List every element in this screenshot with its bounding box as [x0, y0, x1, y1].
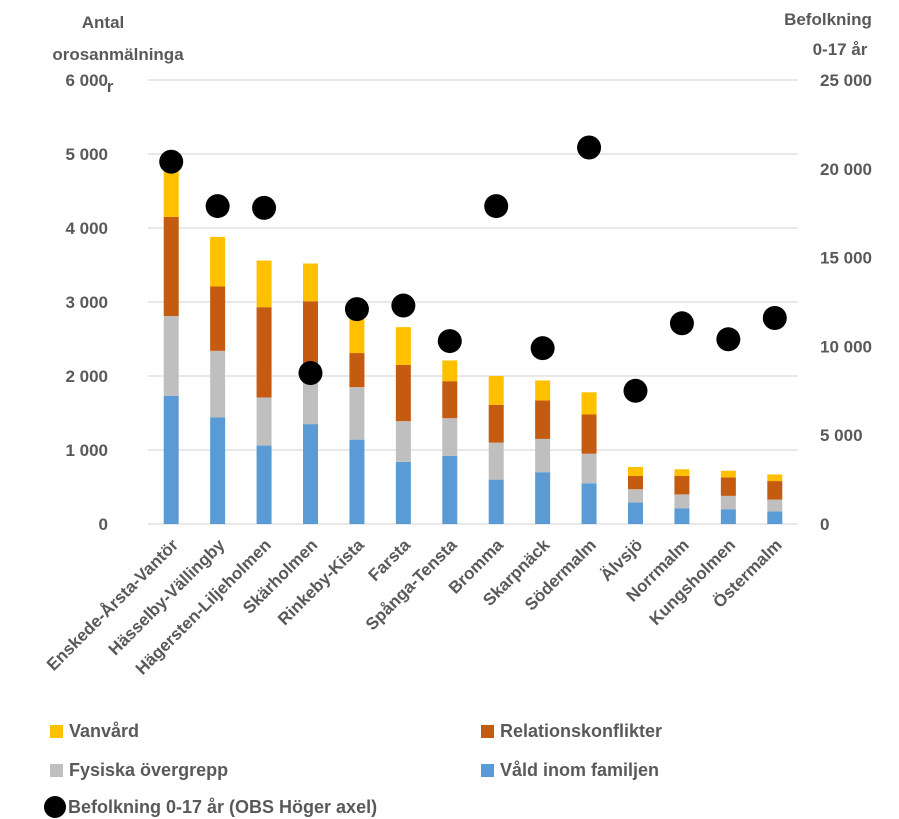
bar-segment — [767, 474, 783, 482]
population-marker — [391, 293, 416, 318]
bar-segment — [767, 511, 783, 524]
bar-segment — [581, 483, 597, 524]
left-axis-title-line: Antal — [82, 13, 125, 32]
right-axis-title: Befolkning 0-17 år — [784, 10, 872, 59]
bar-segment — [535, 472, 551, 524]
bar-segment — [256, 260, 272, 308]
bar-segment — [349, 353, 365, 388]
population-marker — [344, 297, 369, 322]
bar-segment — [488, 404, 504, 443]
bar-segment — [488, 479, 504, 524]
bar-segment — [674, 475, 690, 495]
bar-segment — [395, 461, 411, 524]
bar-segment — [210, 350, 226, 418]
bar-segment — [674, 508, 690, 524]
bar-segment — [535, 438, 551, 473]
population-marker — [205, 194, 230, 219]
left-tick-label: 6 000 — [65, 71, 108, 90]
left-tick-label: 5 000 — [65, 145, 108, 164]
bar-segment — [395, 327, 411, 365]
bar-segment — [628, 467, 643, 476]
right-axis-ticks: 0 5 000 10 000 15 000 20 000 25 000 — [820, 71, 872, 534]
bar-segment — [163, 395, 179, 524]
population-marker — [484, 194, 509, 219]
bar-segment — [767, 499, 783, 512]
bar-segment — [628, 475, 643, 490]
population-marker — [159, 149, 184, 174]
left-tick-label: 3 000 — [65, 293, 108, 312]
category-labels: Enskede-Årsta-VantörHässelby-VällingbyHä… — [43, 535, 786, 678]
bar-segment — [720, 470, 736, 478]
population-marker — [530, 336, 555, 361]
population-marker — [298, 361, 323, 386]
population-marker — [252, 195, 277, 220]
bar-segment — [720, 477, 736, 496]
bar-segment — [395, 364, 411, 422]
population-marker — [437, 329, 462, 354]
bar-segment — [303, 263, 318, 302]
population-marker — [577, 135, 602, 160]
bar-segment — [767, 481, 783, 500]
category-label: Rinkeby-Kista — [274, 535, 368, 629]
bar-segment — [488, 376, 504, 405]
bar-segment — [535, 400, 551, 439]
bar-segment — [442, 455, 458, 524]
right-tick-label: 10 000 — [820, 337, 872, 356]
right-axis-title-line: Befolkning — [784, 10, 872, 29]
bar-segment — [535, 380, 551, 401]
bar-segment — [442, 360, 458, 382]
bar-segment — [488, 442, 504, 480]
bar-segment — [210, 417, 226, 524]
bar-segment — [349, 318, 365, 354]
left-tick-label: 4 000 — [65, 219, 108, 238]
bar-segment — [674, 469, 690, 476]
left-tick-label: 0 — [99, 515, 108, 534]
left-tick-label: 2 000 — [65, 367, 108, 386]
right-tick-label: 25 000 — [820, 71, 872, 90]
left-axis-title-line: orosanmälninga — [52, 45, 184, 64]
right-tick-label: 20 000 — [820, 160, 872, 179]
population-marker — [716, 327, 741, 352]
bar-segment — [256, 445, 272, 524]
bar-segment — [628, 489, 643, 503]
bar-segment — [581, 392, 597, 415]
bar-segment — [163, 165, 179, 217]
bar-segment — [581, 453, 597, 484]
bar-segment — [210, 286, 226, 351]
right-tick-label: 0 — [820, 515, 829, 534]
population-marker — [623, 378, 648, 403]
population-marker — [762, 305, 787, 330]
left-axis-title: Antal orosanmälninga r — [52, 13, 184, 96]
bar-segment — [628, 502, 643, 524]
bars — [163, 165, 783, 524]
bar-segment — [674, 494, 690, 509]
left-tick-label: 1 000 — [65, 441, 108, 460]
bar-segment — [163, 316, 179, 396]
bar-segment — [163, 216, 179, 317]
bar-segment — [303, 424, 318, 524]
left-axis-ticks: 0 1 000 2 000 3 000 4 000 5 000 6 000 — [65, 71, 108, 534]
bar-segment — [720, 509, 736, 524]
bar-segment — [395, 421, 411, 462]
left-axis-title-line: r — [107, 77, 114, 96]
bar-segment — [256, 307, 272, 398]
bar-segment — [256, 397, 272, 446]
bar-segment — [442, 381, 458, 419]
right-tick-label: 15 000 — [820, 249, 872, 268]
gridlines — [148, 79, 798, 525]
population-marker — [669, 311, 694, 336]
right-tick-label: 5 000 — [820, 426, 863, 445]
bar-segment — [442, 418, 458, 456]
right-axis-title-line: 0-17 år — [813, 40, 868, 59]
bar-segment — [720, 495, 736, 510]
population-markers — [159, 135, 787, 403]
bar-segment — [581, 414, 597, 454]
bar-segment — [349, 439, 365, 524]
bar-segment — [303, 381, 318, 425]
bar-segment — [349, 387, 365, 440]
bar-segment — [210, 236, 226, 287]
